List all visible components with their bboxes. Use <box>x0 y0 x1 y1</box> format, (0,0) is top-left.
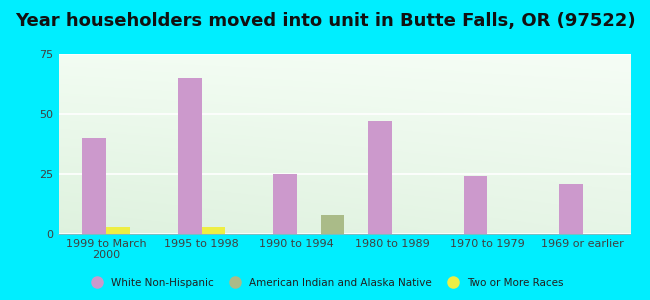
Bar <box>559 184 583 234</box>
Bar <box>177 78 202 234</box>
Bar <box>369 121 392 234</box>
Bar <box>320 215 344 234</box>
Bar <box>463 176 488 234</box>
Text: Year householders moved into unit in Butte Falls, OR (97522): Year householders moved into unit in But… <box>15 12 635 30</box>
Bar <box>83 138 106 234</box>
Bar <box>273 174 297 234</box>
Bar <box>202 227 226 234</box>
Bar <box>106 227 130 234</box>
Legend: White Non-Hispanic, American Indian and Alaska Native, Two or More Races: White Non-Hispanic, American Indian and … <box>82 274 568 292</box>
